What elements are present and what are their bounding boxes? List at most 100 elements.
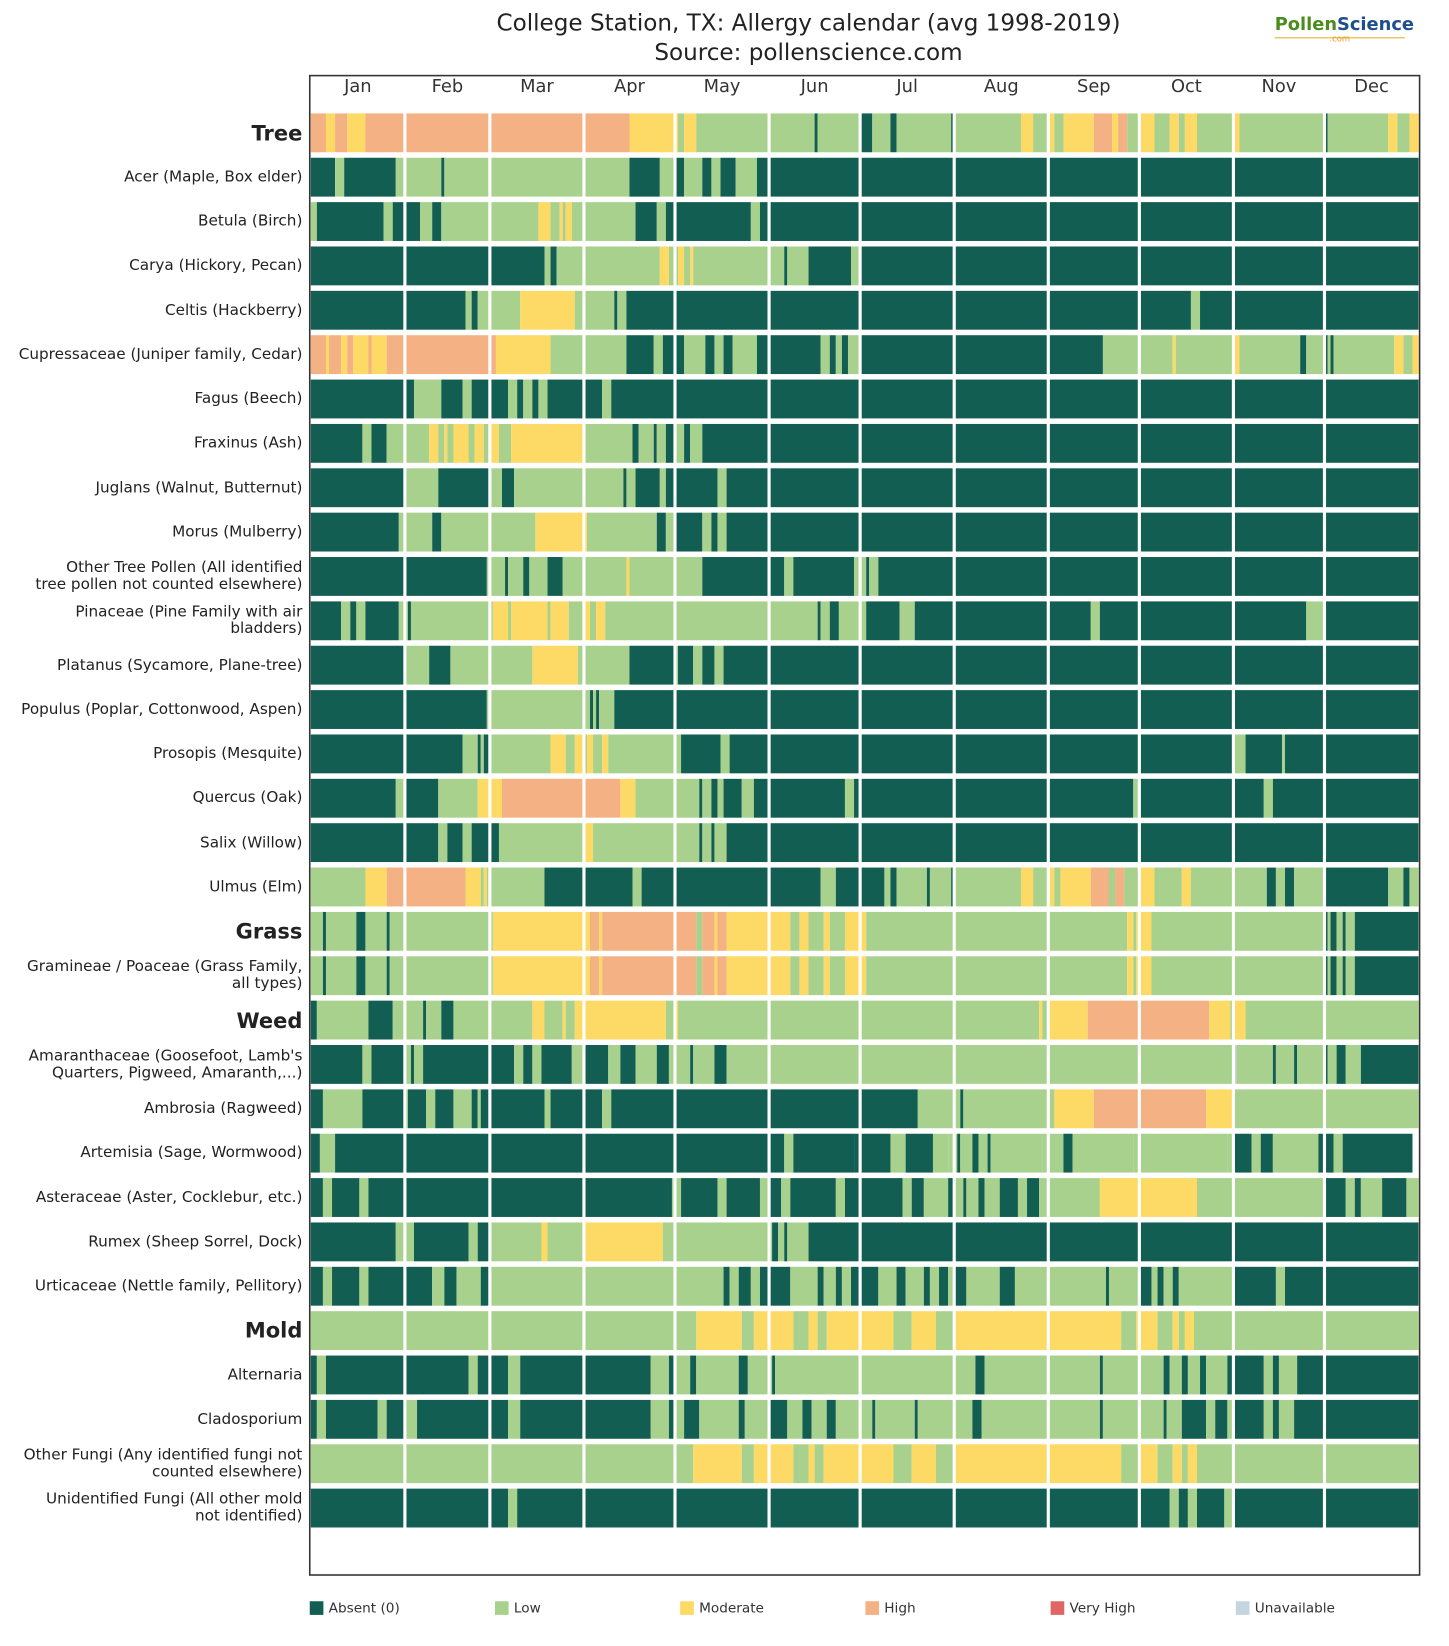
cell	[489, 1045, 515, 1084]
cell	[508, 557, 524, 596]
cell	[325, 956, 357, 996]
cell	[747, 1355, 770, 1395]
cell	[972, 1133, 979, 1173]
cell	[1042, 1133, 1064, 1173]
cell	[495, 335, 551, 375]
cell	[574, 734, 584, 774]
cell	[517, 1488, 584, 1528]
cell	[310, 557, 405, 596]
cell	[702, 645, 715, 685]
cell	[1330, 956, 1337, 996]
cell	[489, 1089, 545, 1129]
cell	[729, 1266, 739, 1306]
cell	[878, 557, 955, 596]
cell	[365, 911, 387, 951]
cell	[656, 423, 666, 463]
cell	[1048, 1089, 1055, 1129]
cell	[1200, 1355, 1207, 1395]
cell	[1403, 335, 1413, 375]
cell	[817, 1266, 824, 1306]
cell	[602, 379, 612, 419]
cell	[911, 1444, 936, 1484]
cell	[1227, 1355, 1234, 1395]
cell	[1233, 1266, 1276, 1306]
cell	[653, 335, 663, 375]
cell	[665, 1000, 675, 1040]
cell	[814, 113, 818, 153]
cell	[404, 1355, 469, 1395]
cell	[926, 867, 930, 907]
cell	[489, 1355, 509, 1395]
cell	[835, 867, 861, 907]
cell	[502, 468, 515, 508]
cell	[835, 1266, 842, 1306]
row-label: Other Tree Pollen (All identified tree p…	[35, 559, 303, 594]
cell	[1099, 601, 1140, 641]
cell	[769, 1311, 794, 1351]
cell	[753, 778, 770, 818]
cell	[489, 1266, 584, 1306]
cell	[899, 601, 915, 641]
legend-label: Unavailable	[1255, 1601, 1335, 1617]
cell	[316, 1399, 326, 1439]
cell	[583, 1399, 651, 1439]
cell	[335, 1133, 405, 1173]
month-label: Apr	[614, 76, 646, 97]
cell	[329, 335, 342, 375]
cell	[674, 867, 770, 907]
cell	[574, 1000, 584, 1040]
cell	[893, 1444, 912, 1484]
cell	[310, 1355, 317, 1395]
cell	[790, 1266, 818, 1306]
cell	[535, 512, 584, 552]
cell	[769, 335, 821, 375]
cell	[690, 1045, 694, 1084]
cell	[1233, 1311, 1325, 1351]
cell	[674, 423, 685, 463]
cell	[1115, 867, 1125, 907]
cell	[1063, 113, 1094, 153]
cell	[769, 911, 791, 951]
cell	[489, 734, 551, 774]
cell	[514, 468, 584, 508]
group-label: Tree	[251, 120, 303, 146]
cell	[1169, 1488, 1179, 1528]
cell	[769, 601, 818, 641]
cell	[583, 379, 603, 419]
cell	[1324, 1355, 1419, 1395]
cell	[523, 1045, 533, 1084]
cell	[392, 1000, 405, 1040]
cell	[404, 823, 439, 863]
cell	[1102, 1399, 1140, 1439]
cell	[674, 1399, 685, 1439]
cell	[914, 1399, 918, 1439]
cell	[471, 290, 478, 330]
legend-swatch	[680, 1601, 694, 1615]
cell	[602, 1089, 612, 1129]
month-separator	[1137, 104, 1141, 1575]
cell	[769, 512, 1419, 552]
cell	[432, 1266, 445, 1306]
cell	[978, 1133, 988, 1173]
cell	[1215, 1399, 1228, 1439]
month-label: Jan	[343, 76, 371, 97]
cell	[684, 113, 697, 153]
cell	[875, 1399, 915, 1439]
cell	[629, 113, 675, 153]
cell	[769, 157, 1419, 197]
cell	[1139, 601, 1234, 641]
cell	[389, 911, 405, 951]
cell	[769, 1000, 861, 1040]
cell	[322, 911, 326, 951]
cell	[860, 1000, 955, 1040]
cell	[1139, 1089, 1207, 1129]
cell	[1072, 1133, 1134, 1173]
cell	[723, 645, 770, 685]
month-separator	[952, 104, 956, 1575]
cell	[514, 1045, 524, 1084]
row-label: Fraxinus (Ash)	[193, 434, 303, 452]
cell	[599, 911, 603, 951]
cell	[917, 1399, 955, 1439]
cell	[902, 1178, 912, 1217]
cell	[978, 1178, 985, 1217]
